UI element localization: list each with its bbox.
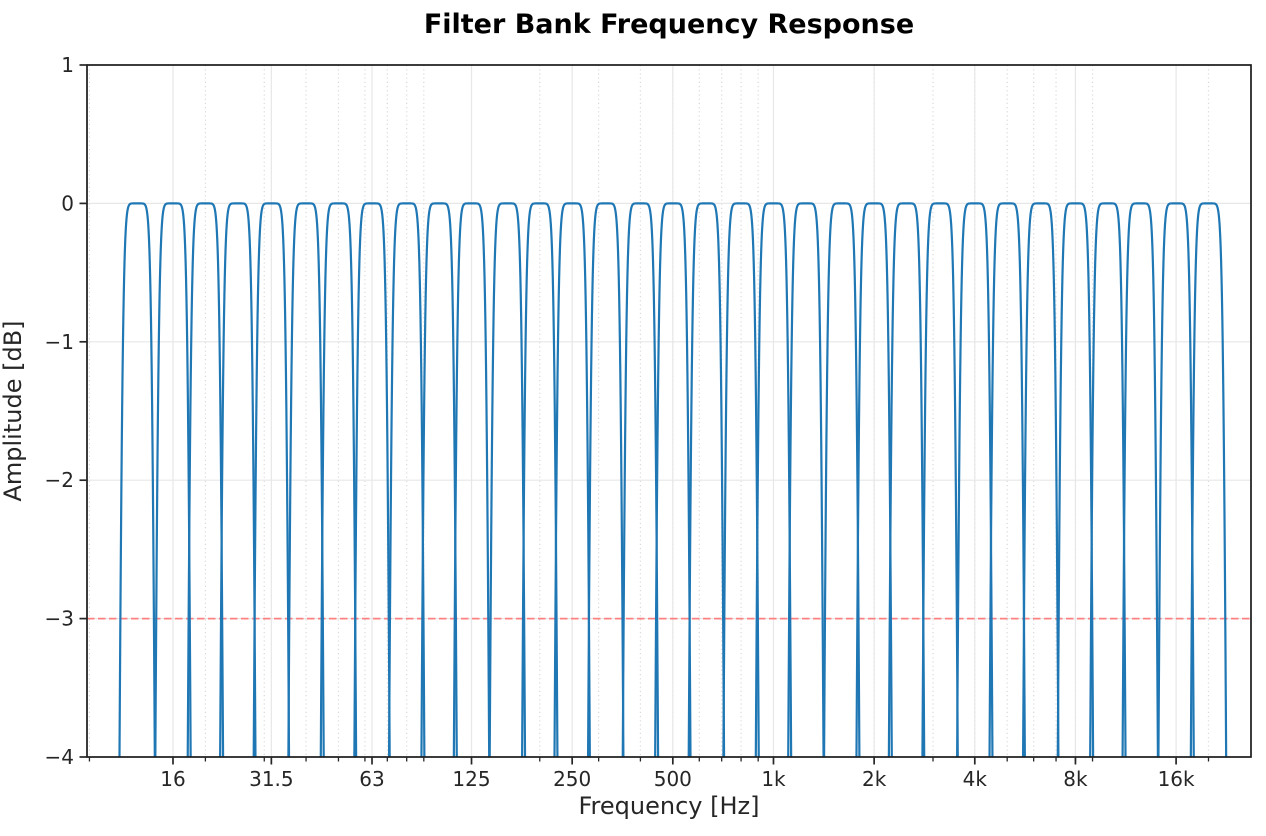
x-tick-label: 2k [862, 767, 887, 791]
y-tick-label: 0 [61, 191, 74, 215]
y-tick-label: −1 [45, 330, 74, 354]
x-tick-label: 4k [963, 767, 988, 791]
x-axis-label: Frequency [Hz] [579, 792, 760, 820]
y-axis-label: Amplitude [dB] [0, 320, 27, 501]
filter-response-curves [118, 202, 1228, 757]
x-tick-label: 125 [452, 767, 490, 791]
x-tick-label: 250 [553, 767, 591, 791]
y-tick-label: −3 [45, 607, 74, 631]
y-tick-label: −2 [45, 468, 74, 492]
plot-border [86, 64, 1252, 758]
chart-title: Filter Bank Frequency Response [424, 9, 914, 40]
x-tick-label: 16k [1158, 767, 1195, 791]
x-tick-label: 31.5 [249, 767, 294, 791]
x-tick-label: 63 [359, 767, 384, 791]
x-tick-label: 8k [1063, 767, 1088, 791]
major-gridlines [87, 65, 1251, 757]
axis-ticks [79, 64, 1210, 765]
y-tick-label: 1 [61, 53, 74, 77]
x-tick-label: 16 [160, 767, 185, 791]
x-tick-label: 500 [654, 767, 692, 791]
y-tick-labels: 1 0 −1 −2 −3 −4 [45, 53, 74, 769]
x-tick-label: 1k [761, 767, 786, 791]
y-tick-label: −4 [45, 745, 74, 769]
x-tick-labels: 16 31.5 63 125 250 500 1k 2k 4k 8k 16k [160, 767, 1195, 791]
